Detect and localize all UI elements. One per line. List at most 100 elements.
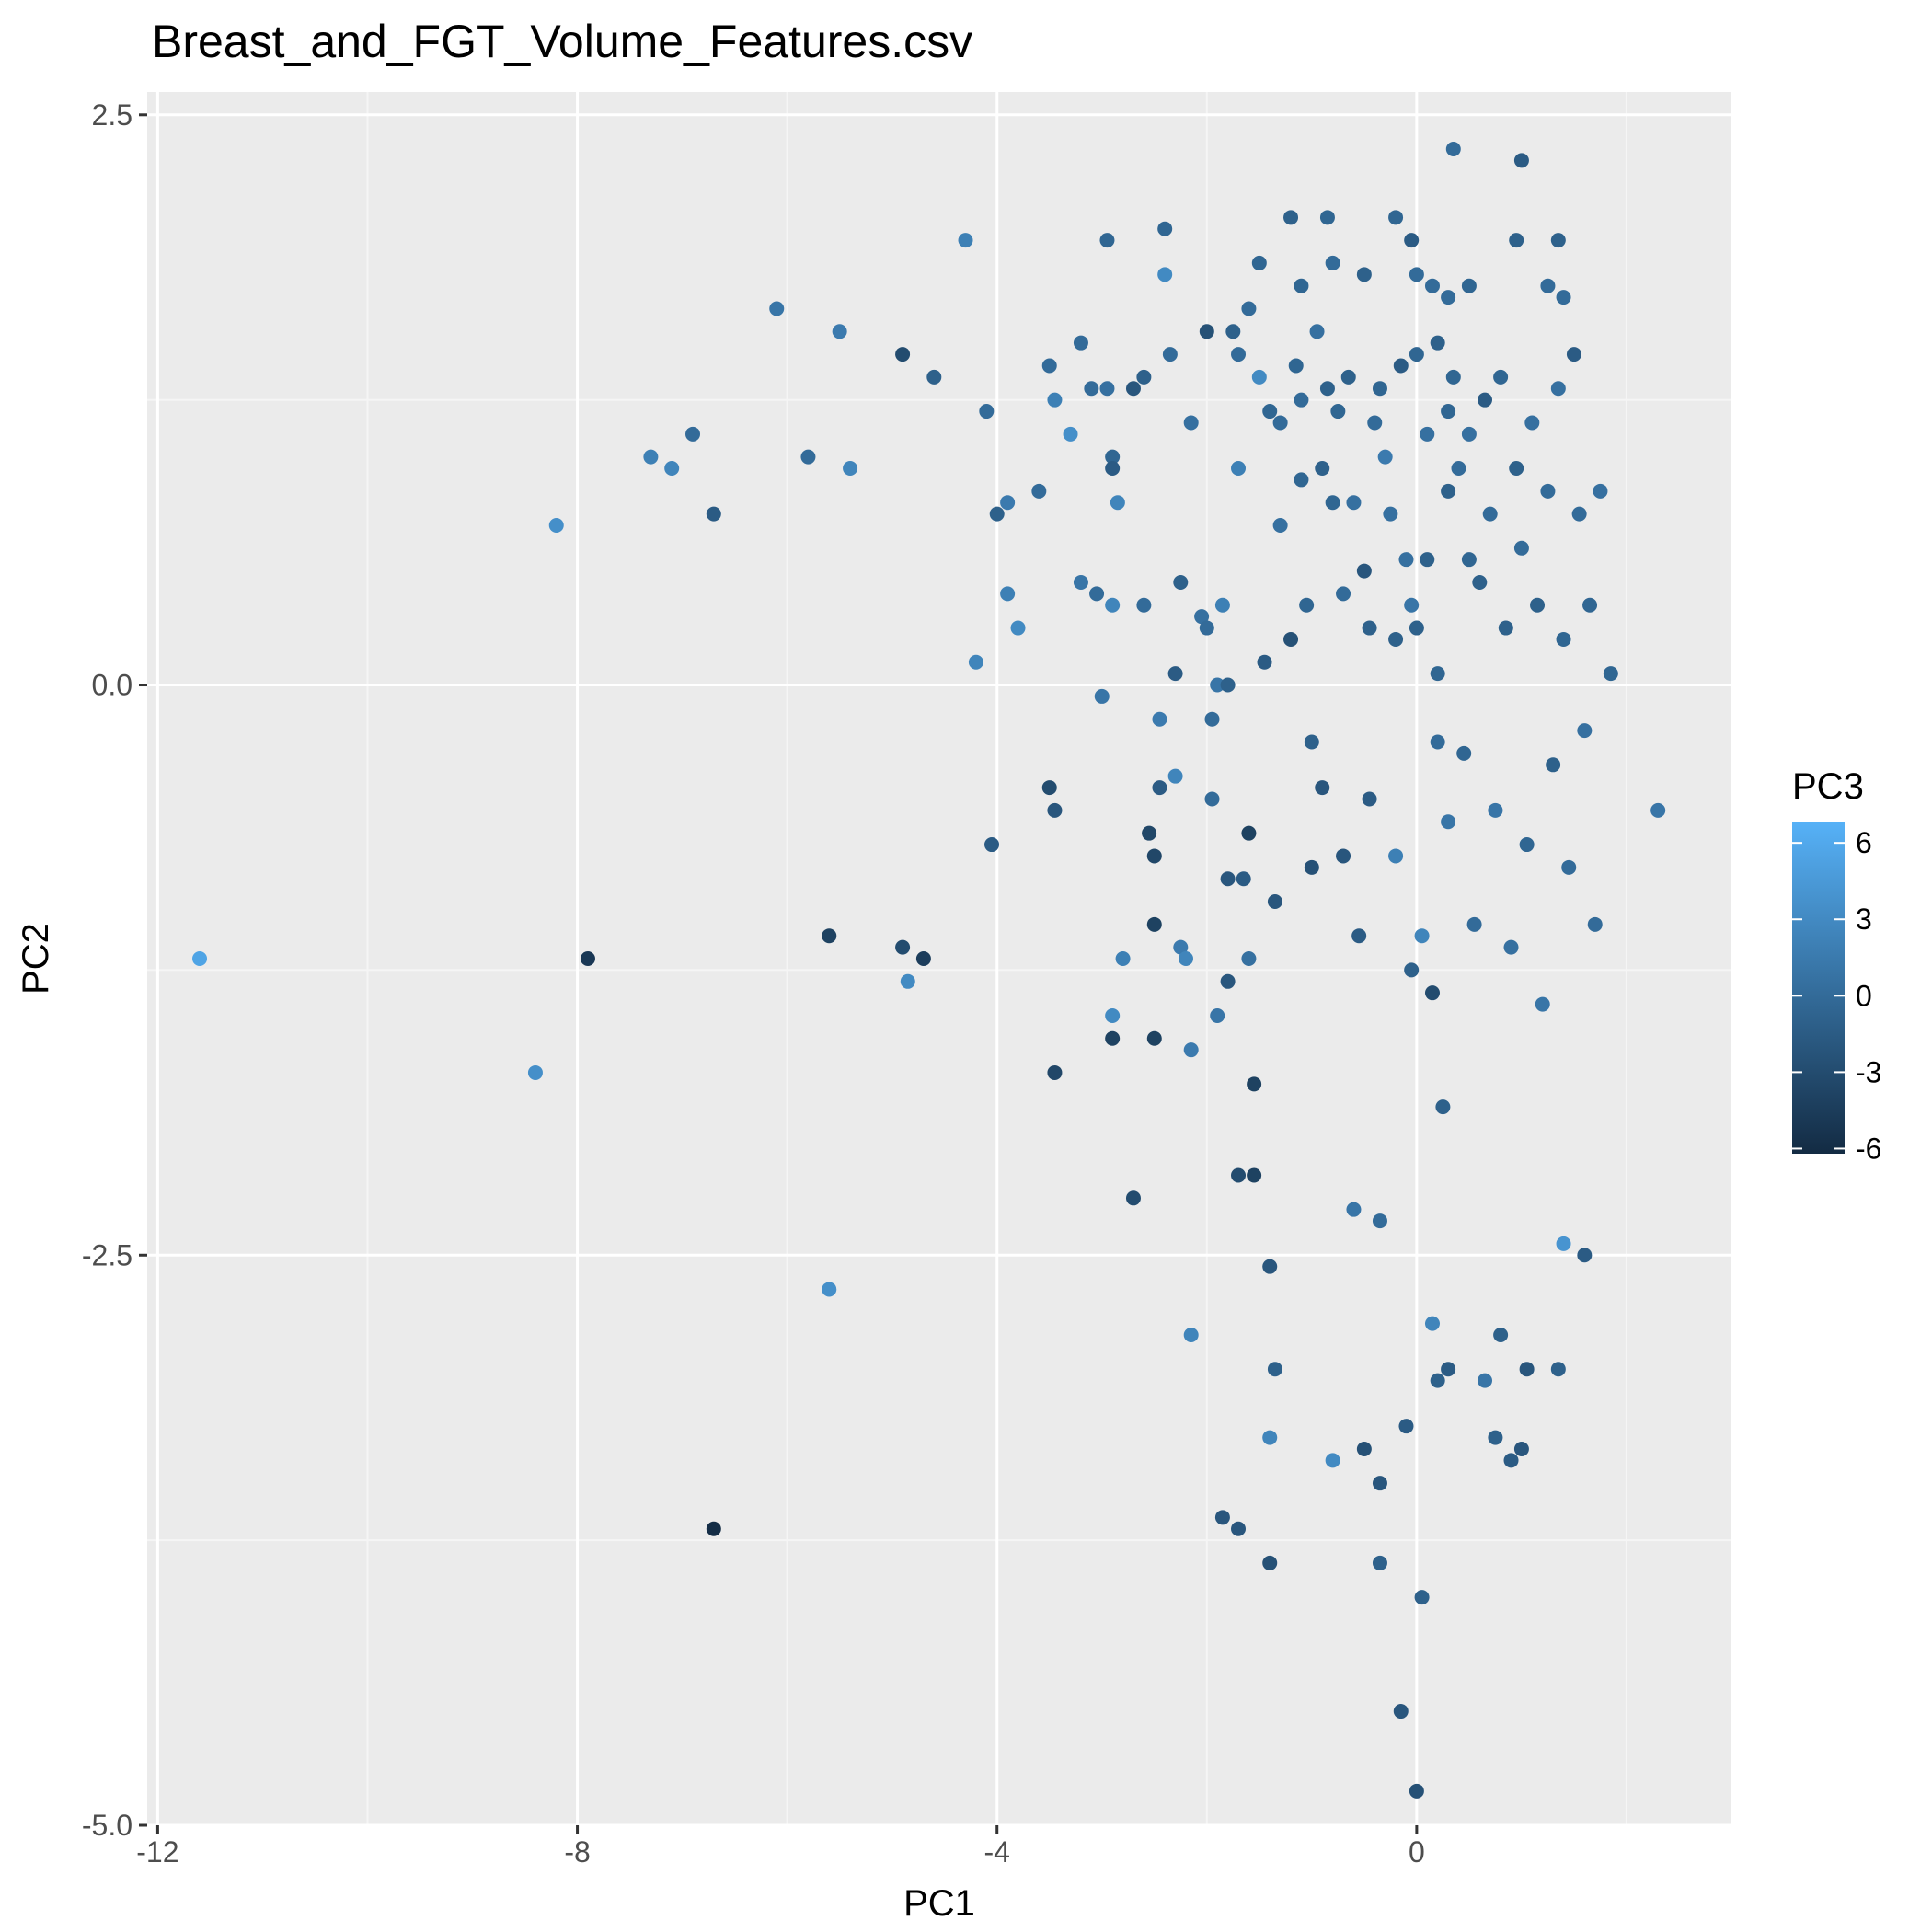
data-point bbox=[1041, 780, 1057, 796]
data-point bbox=[1340, 369, 1356, 385]
y-tick-label: -2.5 bbox=[82, 1238, 132, 1271]
data-point bbox=[1084, 381, 1099, 397]
data-point bbox=[1173, 574, 1189, 590]
data-point bbox=[1262, 1555, 1278, 1570]
legend-label: -6 bbox=[1856, 1132, 1881, 1165]
data-point bbox=[1367, 415, 1383, 431]
data-point bbox=[1315, 461, 1330, 477]
data-point bbox=[1105, 1030, 1121, 1046]
data-point bbox=[1094, 688, 1110, 704]
data-point bbox=[1304, 734, 1319, 750]
data-point bbox=[1513, 540, 1529, 556]
data-point bbox=[1047, 392, 1063, 408]
data-point bbox=[1513, 153, 1529, 168]
data-point bbox=[1571, 506, 1587, 522]
y-tick-label: -5.0 bbox=[82, 1809, 132, 1842]
data-point bbox=[1346, 1202, 1362, 1217]
data-point bbox=[1430, 335, 1445, 351]
data-point bbox=[548, 518, 564, 533]
data-point bbox=[1414, 928, 1430, 944]
data-point bbox=[1404, 597, 1420, 613]
data-point bbox=[1550, 381, 1566, 397]
data-point bbox=[1325, 495, 1340, 511]
data-point bbox=[1546, 757, 1561, 773]
data-point bbox=[822, 1282, 837, 1297]
data-point bbox=[1424, 278, 1440, 293]
data-point bbox=[1561, 859, 1577, 875]
data-point bbox=[1330, 404, 1346, 420]
data-point bbox=[1388, 848, 1404, 864]
data-point bbox=[1461, 426, 1477, 442]
data-point bbox=[1461, 278, 1477, 293]
data-point bbox=[1535, 996, 1550, 1012]
data-point bbox=[1409, 1783, 1424, 1799]
data-point bbox=[1420, 426, 1435, 442]
data-point bbox=[1420, 552, 1435, 568]
data-point bbox=[1556, 631, 1571, 647]
x-tick-label: -8 bbox=[564, 1835, 590, 1869]
data-point bbox=[1362, 620, 1377, 636]
data-point bbox=[915, 951, 931, 966]
data-point bbox=[1441, 404, 1456, 420]
data-point bbox=[1498, 620, 1513, 636]
data-point bbox=[1478, 1373, 1493, 1388]
data-point bbox=[1214, 597, 1230, 613]
data-point bbox=[1309, 324, 1325, 339]
data-point bbox=[1325, 255, 1340, 270]
data-point bbox=[1142, 825, 1157, 841]
data-point bbox=[958, 233, 973, 248]
chart-title: Breast_and_FGT_Volume_Features.csv bbox=[152, 16, 972, 67]
data-point bbox=[1388, 631, 1404, 647]
data-point bbox=[664, 461, 680, 477]
data-point bbox=[926, 369, 942, 385]
data-point bbox=[1556, 290, 1571, 305]
data-point bbox=[769, 301, 785, 316]
y-tick-label: 2.5 bbox=[92, 98, 132, 132]
data-point bbox=[1152, 780, 1167, 796]
data-point bbox=[1047, 1064, 1063, 1080]
data-point bbox=[1456, 745, 1472, 761]
y-axis-title: PC2 bbox=[16, 923, 56, 995]
data-point bbox=[1000, 495, 1016, 511]
data-point bbox=[1157, 267, 1173, 282]
data-point bbox=[1099, 381, 1115, 397]
data-point bbox=[1010, 620, 1026, 636]
data-point bbox=[1220, 973, 1236, 989]
data-point bbox=[1346, 495, 1362, 511]
data-point bbox=[1146, 848, 1162, 864]
data-point bbox=[1299, 597, 1315, 613]
data-point bbox=[1524, 415, 1540, 431]
data-point bbox=[1398, 1419, 1414, 1434]
legend-label: -3 bbox=[1856, 1055, 1881, 1088]
data-point bbox=[1247, 1167, 1262, 1183]
data-point bbox=[1204, 711, 1220, 727]
y-axis-ticks: -5.0 -2.5 0.0 2.5 bbox=[82, 98, 147, 1842]
data-point bbox=[580, 951, 595, 966]
data-point bbox=[1247, 1076, 1262, 1092]
data-point bbox=[1115, 951, 1131, 966]
data-point bbox=[1587, 916, 1603, 932]
data-point bbox=[1251, 369, 1267, 385]
data-point bbox=[1304, 859, 1319, 875]
legend-colorbar bbox=[1792, 822, 1845, 1154]
data-point bbox=[706, 1521, 721, 1536]
data-point bbox=[1089, 586, 1105, 602]
data-point bbox=[1204, 791, 1220, 807]
data-point bbox=[968, 654, 983, 670]
data-point bbox=[1582, 597, 1598, 613]
legend-label: 6 bbox=[1856, 826, 1872, 859]
data-point bbox=[1157, 221, 1173, 236]
data-point bbox=[1556, 1236, 1571, 1251]
data-point bbox=[1105, 597, 1121, 613]
data-point bbox=[1472, 574, 1488, 590]
data-point bbox=[832, 324, 847, 339]
data-point bbox=[1167, 666, 1183, 682]
data-point bbox=[1404, 233, 1420, 248]
data-point bbox=[1435, 1099, 1451, 1115]
data-point bbox=[1393, 1704, 1409, 1719]
data-point bbox=[1513, 1441, 1529, 1456]
data-point bbox=[1372, 1213, 1387, 1229]
x-tick-label: -12 bbox=[136, 1835, 178, 1869]
data-point bbox=[1225, 324, 1241, 339]
